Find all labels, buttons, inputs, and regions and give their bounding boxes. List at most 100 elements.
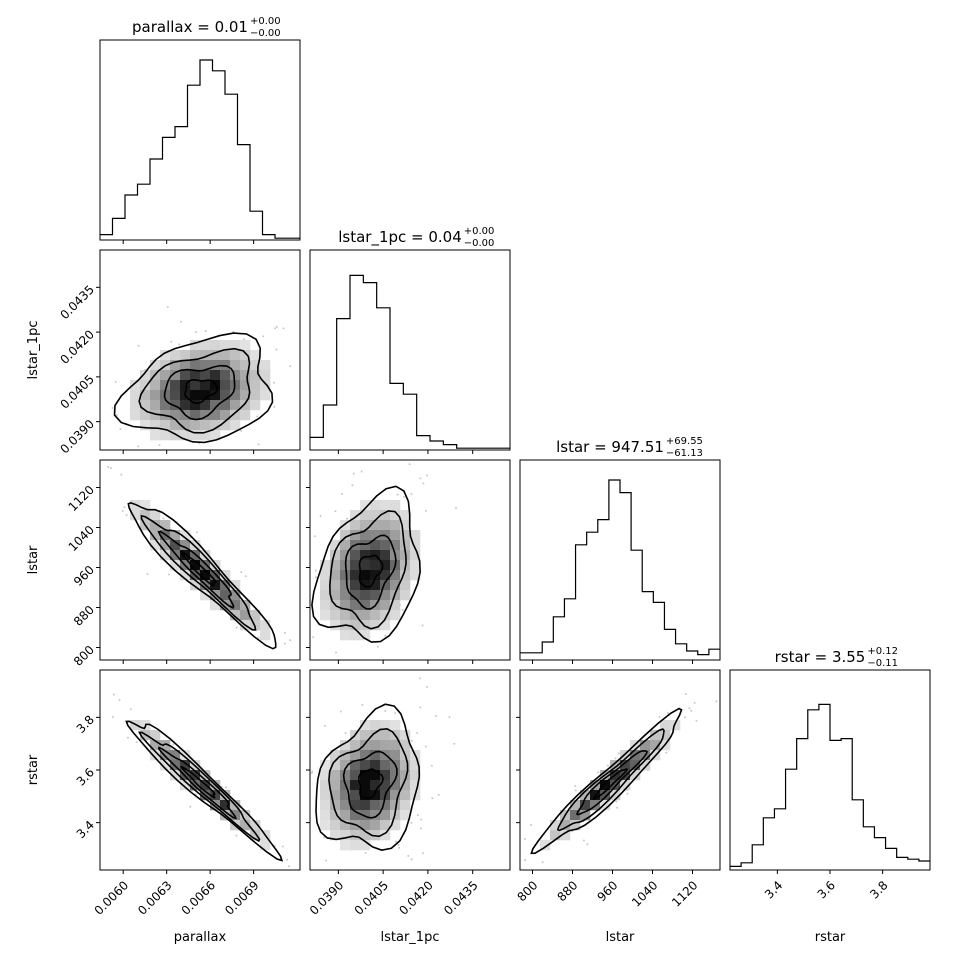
density-cell — [150, 730, 161, 741]
density-cell — [200, 370, 211, 381]
density-cell — [330, 550, 341, 561]
density-cell — [190, 350, 201, 361]
density-cell — [180, 350, 191, 361]
sample-point — [283, 631, 286, 634]
density-cell — [130, 390, 141, 401]
density-cell — [390, 820, 401, 831]
density-cell — [400, 530, 411, 541]
density-cell — [340, 820, 351, 831]
sample-point — [291, 783, 293, 785]
sample-point — [384, 634, 387, 637]
density-cell — [160, 740, 171, 751]
contour-level-3 — [138, 731, 261, 843]
density-cell — [340, 760, 351, 771]
density-cell — [140, 410, 151, 421]
density-cell — [140, 510, 151, 521]
sample-point — [384, 710, 387, 713]
density-cell — [320, 580, 331, 591]
axes-2-2 — [519, 459, 721, 664]
density-cell — [220, 370, 231, 381]
density-cell — [360, 820, 371, 831]
title-parallax: parallax = 0.01 +0.00−0.00 — [132, 16, 281, 39]
contour-level-4 — [125, 720, 284, 862]
panel-content — [513, 650, 741, 865]
sample-point — [615, 800, 618, 803]
sample-point — [396, 493, 399, 496]
contour-level-3 — [328, 727, 409, 838]
contour-level-3 — [556, 728, 665, 832]
density-cell — [340, 750, 351, 761]
sample-point — [307, 394, 309, 396]
density-cell — [200, 350, 211, 361]
axes-0-0 — [99, 39, 301, 244]
sample-point — [288, 719, 290, 721]
density-cell — [340, 540, 351, 551]
density-cell — [330, 540, 341, 551]
density-cell — [330, 620, 341, 631]
sample-point — [421, 852, 424, 855]
density-cell — [150, 520, 161, 531]
density-cell — [360, 800, 371, 811]
sample-point — [513, 863, 515, 865]
sample-point — [296, 738, 298, 740]
density-cell — [170, 420, 181, 431]
sample-point — [289, 644, 291, 646]
title-plus: +0.00 — [464, 226, 495, 237]
density-cell — [370, 560, 381, 571]
sample-point — [403, 496, 406, 499]
panel-content — [107, 465, 292, 650]
sample-point — [695, 719, 698, 722]
sample-point — [416, 731, 419, 734]
density-cell — [190, 780, 201, 791]
sample-point — [523, 837, 526, 840]
sample-point — [398, 846, 401, 849]
density-cell — [370, 770, 381, 781]
density-cell — [230, 400, 241, 411]
contour-level-1 — [184, 379, 219, 405]
sample-point — [232, 330, 235, 333]
sample-point — [401, 609, 404, 612]
sample-point — [304, 785, 306, 787]
sample-point — [257, 636, 260, 639]
density-cell — [220, 420, 231, 431]
density-cell — [360, 600, 371, 611]
density-cell — [340, 570, 351, 581]
sample-point — [235, 834, 238, 837]
density-cell — [360, 530, 371, 541]
sample-point — [739, 650, 741, 652]
sample-point — [684, 692, 687, 695]
density-cell — [170, 390, 181, 401]
y-tick-label: 960 — [71, 563, 97, 589]
density-cell — [200, 340, 211, 351]
density-cell — [370, 580, 381, 591]
density-cell — [240, 360, 251, 371]
density-cell — [380, 520, 391, 531]
density-cell — [350, 760, 361, 771]
contour-level-3 — [140, 514, 257, 631]
density-cell — [550, 830, 561, 841]
density-cell — [640, 760, 651, 771]
x-tick-label: 0.0420 — [396, 878, 436, 918]
density-cell — [330, 780, 341, 791]
density-cell — [340, 830, 351, 841]
density-cell — [370, 800, 381, 811]
density-cell — [580, 790, 591, 801]
sample-point — [319, 514, 322, 517]
sample-point — [112, 693, 115, 696]
density-cell — [170, 410, 181, 421]
density-cell — [350, 510, 361, 521]
sample-point — [397, 844, 400, 847]
density-cell — [380, 730, 391, 741]
sample-point — [351, 484, 354, 487]
density-cell — [200, 400, 211, 411]
sample-point — [541, 861, 544, 864]
contour-level-2 — [157, 746, 237, 820]
density-cell — [210, 370, 221, 381]
density-cell — [250, 820, 261, 831]
density-cell — [260, 390, 271, 401]
density-cell — [190, 560, 201, 571]
sample-point — [162, 517, 165, 520]
density-cell — [250, 370, 261, 381]
contour-level-4 — [530, 707, 683, 855]
density-cell — [390, 790, 401, 801]
